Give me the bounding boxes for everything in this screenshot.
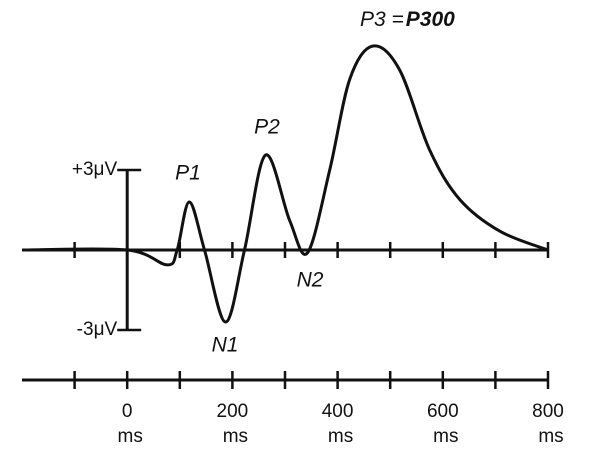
x-tick-label: 200 [217,401,249,422]
x-unit-label: ms [223,426,248,447]
x-tick-label: 0 [122,401,133,422]
peak-label: N1 [212,334,239,357]
x-unit-label: ms [538,426,563,447]
waveform [21,44,549,324]
peak-label: P1 [175,162,201,185]
peak-label: N2 [297,269,324,292]
peak-label: P2 [254,116,280,139]
x-unit-label: ms [118,426,143,447]
x-tick-label: 600 [427,401,459,422]
y-tick-label: +3μV [72,159,118,180]
x-tick-label: 800 [532,401,564,422]
peak-label-name: P3 = [360,8,404,31]
peak-label-alias: P300 [406,8,455,31]
x-unit-label: ms [328,426,353,447]
y-tick-label: -3μV [77,319,118,340]
x-tick-label: 400 [322,401,354,422]
x-unit-label: ms [433,426,458,447]
peak-label: P3 =P300 [360,8,455,31]
